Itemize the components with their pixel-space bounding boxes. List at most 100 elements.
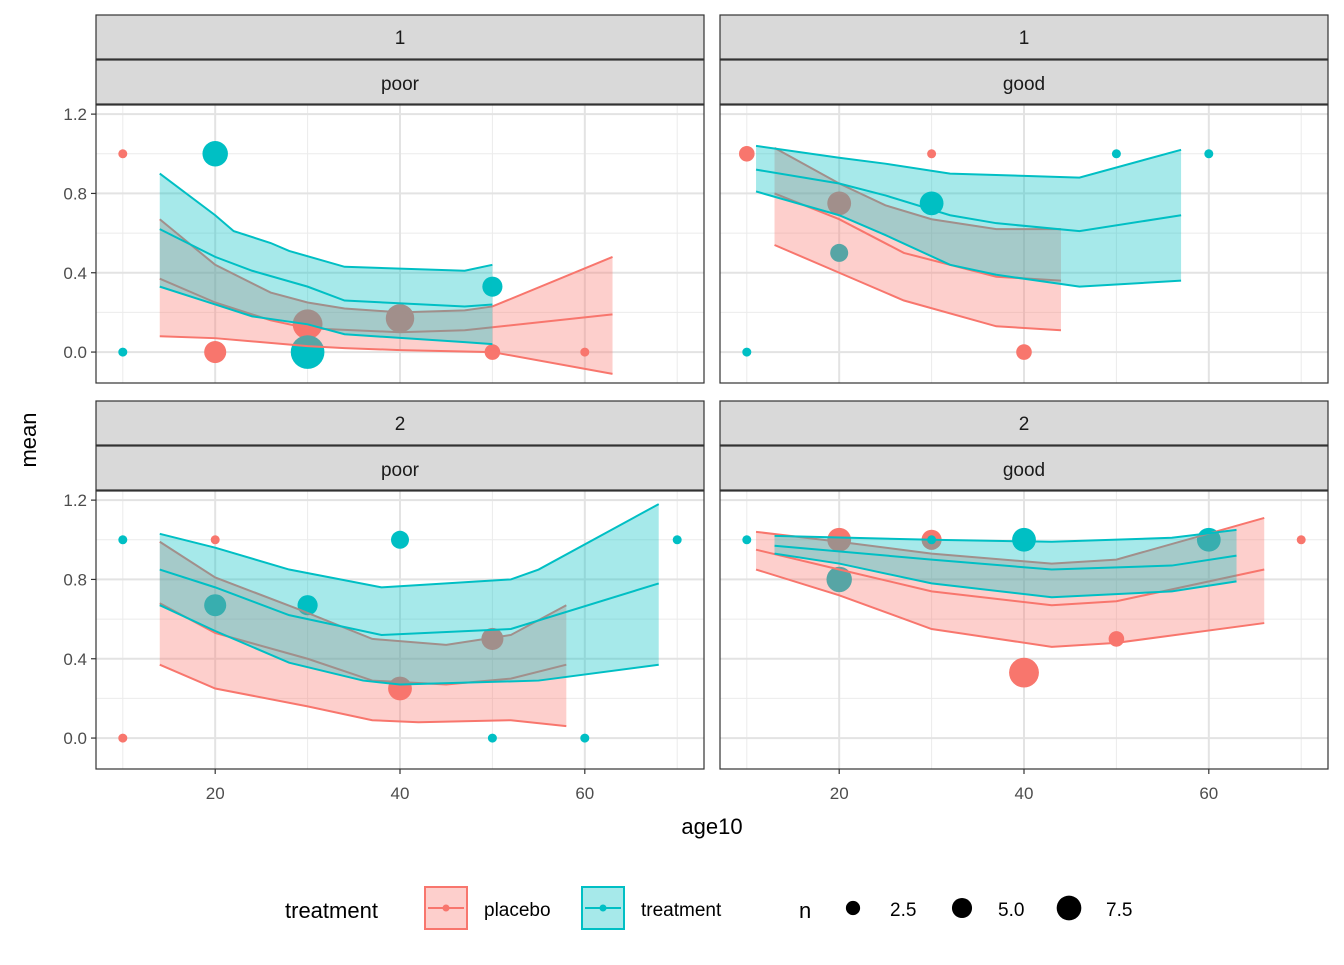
placebo-ribbon	[159, 541, 567, 727]
y-tick-label: 0.0	[63, 343, 87, 362]
treatment-upper-line	[159, 172, 493, 272]
treatment-upper-line	[159, 503, 660, 589]
treatment-point	[202, 141, 228, 167]
treatment-point	[118, 347, 128, 357]
placebo-point	[827, 527, 852, 552]
strip-row-label: 1	[395, 28, 406, 49]
placebo-ribbon	[774, 147, 1061, 331]
y-tick-label: 1.2	[63, 105, 87, 124]
y-tick-label: 0.8	[63, 570, 87, 589]
placebo-lower-line	[159, 663, 567, 728]
placebo-point	[118, 149, 128, 159]
treatment-mean-line	[755, 168, 1182, 233]
strip-row	[95, 14, 705, 60]
treatment-ribbon	[159, 504, 659, 685]
legend-size-title: n	[799, 898, 811, 923]
x-tick-label: 40	[1015, 784, 1034, 803]
facet-panel: 2 poor 0.0 0.4 0.8 1.2 20 40 60	[63, 400, 705, 803]
placebo-point	[827, 191, 852, 216]
treatment-mean-line	[159, 228, 493, 308]
placebo-lower-line	[774, 244, 1062, 332]
treatment-point	[118, 535, 128, 545]
placebo-lower-line	[755, 568, 1265, 648]
facet-panel: 1 good	[719, 14, 1329, 384]
treatment-mean-line	[774, 544, 1237, 571]
legend-size-label: 5.0	[998, 900, 1024, 921]
treatment-point	[290, 335, 325, 369]
y-axis-title: mean	[16, 412, 41, 467]
strip-col	[719, 59, 1329, 105]
placebo-point	[1296, 535, 1306, 545]
panel-border	[95, 104, 705, 384]
placebo-point	[739, 145, 755, 162]
placebo-point	[118, 733, 128, 743]
strip-col	[95, 445, 705, 491]
treatment-point	[204, 594, 227, 617]
legend-key-dot	[599, 904, 607, 912]
facet-panel: 1 poor 0.0 0.4 0.8 1.2	[63, 14, 705, 384]
treatment-ribbon	[159, 173, 493, 345]
treatment-lower-line	[159, 604, 659, 686]
placebo-point	[1016, 344, 1032, 360]
strip-row-label: 1	[1019, 28, 1030, 49]
treatment-lower-line	[755, 190, 1182, 288]
panel-border	[719, 104, 1329, 384]
y-tick-label: 0.4	[63, 264, 87, 283]
placebo-upper-line	[159, 218, 613, 314]
treatment-point	[580, 733, 590, 743]
placebo-mean-line	[755, 548, 1265, 607]
legend-key-dot	[442, 904, 450, 912]
strip-col	[95, 59, 705, 105]
treatment-upper-line	[774, 528, 1237, 543]
treatment-point	[672, 535, 682, 545]
strip-col	[719, 445, 1329, 491]
strip-row-label: 2	[395, 414, 406, 435]
legend-label-placebo: placebo	[484, 900, 551, 921]
treatment-point	[1012, 527, 1036, 552]
placebo-mean-line	[159, 277, 613, 334]
strip-row	[719, 400, 1329, 446]
legend-size-dot	[845, 900, 861, 916]
placebo-ribbon	[756, 517, 1265, 647]
facet-panel: 2 good 20 40 60	[719, 400, 1329, 803]
treatment-point	[487, 733, 497, 743]
x-tick-label: 60	[575, 784, 594, 803]
x-tick-label: 20	[206, 784, 225, 803]
legend-size-label: 2.5	[890, 900, 916, 921]
treatment-upper-line	[755, 144, 1182, 179]
legend-label-treatment: treatment	[641, 900, 722, 921]
placebo-point	[927, 149, 937, 159]
treatment-point	[742, 535, 752, 545]
strip-col-label: good	[1003, 460, 1045, 481]
strip-col-label: poor	[381, 74, 420, 95]
treatment-point	[1111, 149, 1121, 159]
treatment-point	[482, 276, 503, 297]
placebo-upper-line	[159, 540, 567, 646]
treatment-lower-line	[774, 552, 1237, 599]
y-tick-label: 0.0	[63, 729, 87, 748]
placebo-point	[210, 535, 220, 545]
treatment-point	[742, 347, 752, 357]
y-tick-label: 1.2	[63, 491, 87, 510]
placebo-lower-line	[159, 335, 613, 375]
placebo-point	[580, 347, 590, 357]
treatment-point	[919, 191, 944, 216]
strip-row	[719, 14, 1329, 60]
placebo-point	[204, 341, 227, 364]
placebo-point	[1009, 657, 1039, 688]
treatment-ribbon	[774, 529, 1237, 598]
y-tick-label: 0.8	[63, 184, 87, 203]
y-tick-label: 0.4	[63, 650, 87, 669]
legend-size-dot	[951, 897, 973, 919]
legend-size-dot	[1056, 895, 1082, 921]
strip-row-label: 2	[1019, 414, 1030, 435]
treatment-mean-line	[159, 568, 660, 636]
placebo-ribbon	[159, 219, 613, 374]
legend-color-title: treatment	[285, 898, 378, 923]
strip-col-label: poor	[381, 460, 420, 481]
treatment-point	[391, 530, 409, 549]
strip-row	[95, 400, 705, 446]
treatment-ribbon	[756, 145, 1182, 287]
x-axis-title: age10	[681, 814, 742, 839]
